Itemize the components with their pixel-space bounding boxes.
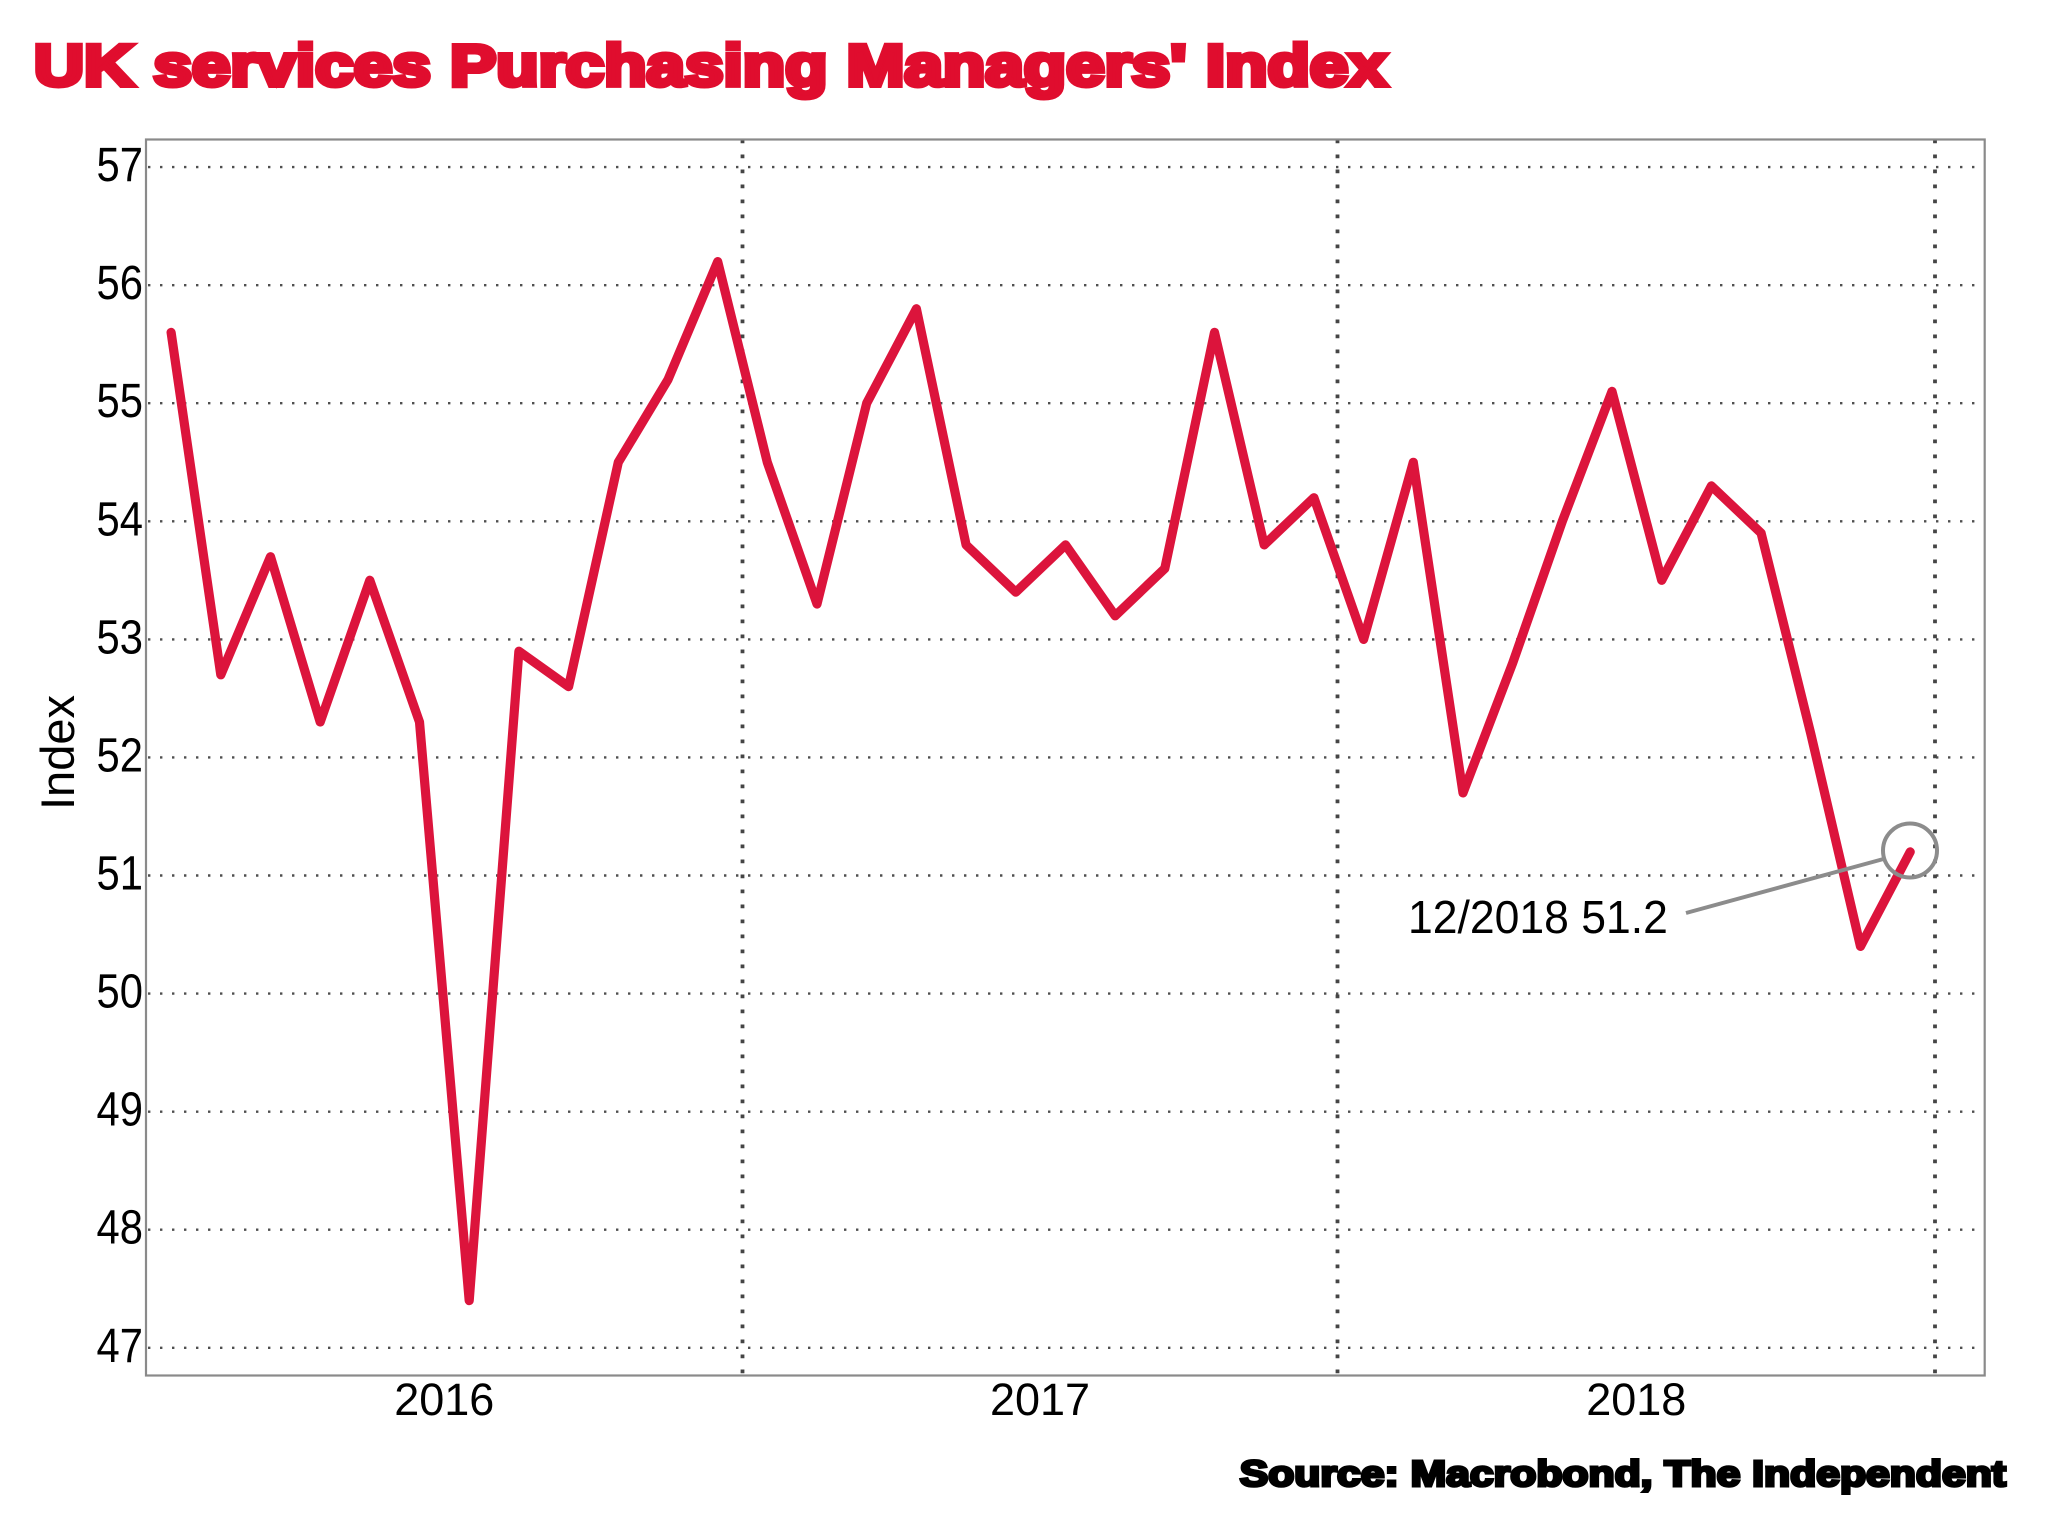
svg-text:55: 55 bbox=[97, 373, 143, 427]
svg-text:UK services Purchasing Manager: UK services Purchasing Managers' Index bbox=[34, 33, 1387, 98]
svg-text:56: 56 bbox=[97, 255, 143, 309]
svg-text:51: 51 bbox=[97, 846, 143, 900]
svg-text:12/2018 51.2: 12/2018 51.2 bbox=[1408, 891, 1668, 943]
svg-text:48: 48 bbox=[97, 1200, 143, 1254]
svg-text:57: 57 bbox=[97, 137, 143, 191]
svg-text:Source: Macrobond, The Indepen: Source: Macrobond, The Independent bbox=[1240, 1454, 2006, 1494]
svg-text:52: 52 bbox=[97, 728, 143, 782]
svg-text:2017: 2017 bbox=[990, 1374, 1090, 1425]
svg-text:2018: 2018 bbox=[1586, 1374, 1686, 1425]
svg-text:Index: Index bbox=[31, 695, 84, 810]
svg-text:54: 54 bbox=[97, 492, 143, 546]
svg-text:47: 47 bbox=[97, 1318, 143, 1372]
svg-text:50: 50 bbox=[97, 964, 143, 1018]
svg-text:49: 49 bbox=[97, 1082, 143, 1136]
svg-text:2016: 2016 bbox=[394, 1374, 494, 1425]
svg-text:53: 53 bbox=[97, 610, 143, 664]
